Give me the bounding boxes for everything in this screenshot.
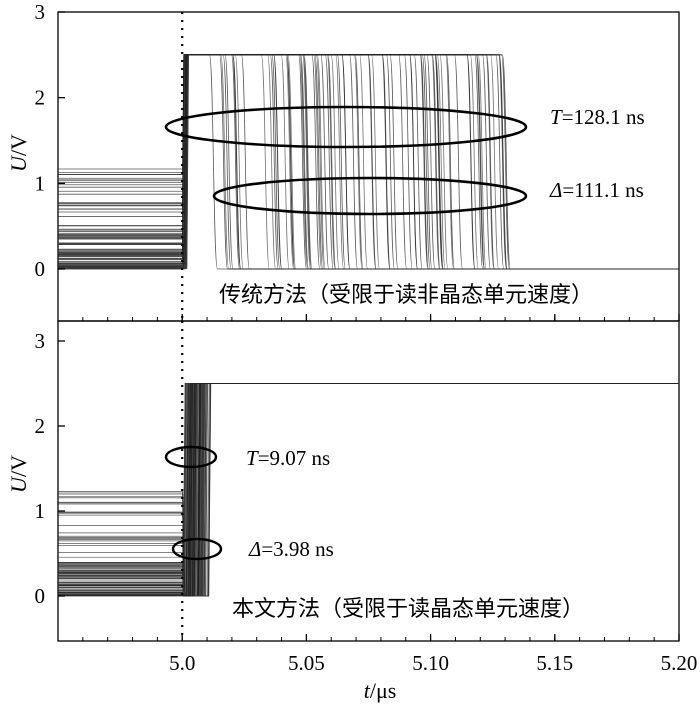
top-annotation-T: T=128.1 ns — [164, 105, 645, 149]
y-tick-label: 0 — [35, 584, 46, 608]
waveform-trace — [58, 54, 679, 270]
y-tick-label: 3 — [35, 0, 46, 24]
bottom-waveform-traces — [58, 383, 679, 597]
top-panel: 0 1 2 3 T=128.1 ns Δ=111.1 ns 传统方法（受限于读非晶态单… — [6, 0, 680, 322]
bottom-annotation-delta: Δ=3.98 ns — [171, 537, 334, 561]
bottom-panel: 0 1 2 3 5.0 5.05 5.10 5.15 5.20 T=9.07 ns Δ=3.98… — [6, 320, 698, 703]
x-axis-title: t/μs — [364, 678, 397, 703]
waveform-trace — [58, 383, 679, 597]
top-annot-T-label: T=128.1 ns — [550, 105, 645, 129]
bottom-ylabel-unit: /V — [6, 455, 31, 477]
bottom-axis-ticks: 0 1 2 3 5.0 5.05 5.10 5.15 5.20 — [35, 329, 698, 675]
top-annot-delta-label: Δ=111.1 ns — [549, 178, 644, 202]
bottom-annot-T-label: T=9.07 ns — [246, 446, 330, 470]
bottom-ylabel-symbol: U — [6, 475, 31, 493]
top-ellipse-T — [164, 105, 528, 149]
waveform-trace — [58, 54, 679, 270]
bottom-ellipse-delta — [171, 537, 223, 561]
top-annot-delta-value: =111.1 ns — [562, 178, 643, 202]
top-annot-T-value: =128.1 ns — [562, 105, 645, 129]
bottom-ylabel: U/V — [6, 455, 31, 493]
waveform-trace — [58, 54, 679, 270]
top-ellipse-delta — [212, 176, 528, 216]
bottom-caption: 本文方法（受限于读晶态单元速度） — [232, 596, 584, 621]
waveform-trace — [58, 54, 679, 270]
x-tick-label: 5.20 — [661, 651, 698, 675]
bottom-annot-T-value: =9.07 ns — [258, 446, 331, 470]
top-ylabel-unit: /V — [6, 134, 31, 156]
x-axis-title-unit: /μs — [370, 678, 396, 703]
bottom-annotation-T: T=9.07 ns — [164, 445, 330, 470]
waveform-trace — [58, 54, 679, 270]
x-tick-label: 5.05 — [288, 651, 325, 675]
top-annotation-delta: Δ=111.1 ns — [212, 176, 644, 216]
y-tick-label: 3 — [35, 329, 46, 353]
bottom-annot-delta-value: =3.98 ns — [261, 537, 334, 561]
top-caption: 传统方法（受限于读非晶态单元速度） — [219, 282, 593, 307]
waveform-trace — [58, 383, 679, 597]
top-axis-ticks: 0 1 2 3 — [35, 0, 680, 321]
top-ylabel-symbol: U — [6, 154, 31, 172]
top-waveform-traces — [58, 54, 679, 270]
bottom-annot-delta-symbol: Δ — [248, 537, 261, 561]
bottom-ellipse-T — [164, 445, 218, 469]
y-tick-label: 2 — [35, 86, 46, 110]
x-tick-label: 5.10 — [412, 651, 449, 675]
bottom-annot-T-symbol: T — [246, 446, 259, 470]
y-tick-label: 2 — [35, 414, 46, 438]
bottom-annot-delta-label: Δ=3.98 ns — [248, 537, 334, 561]
bottom-plot-frame — [57, 320, 680, 642]
y-tick-label: 1 — [35, 171, 46, 195]
top-annot-T-symbol: T — [550, 105, 563, 129]
x-axis-title-symbol: t — [364, 678, 371, 703]
top-ylabel: U/V — [6, 134, 31, 172]
x-tick-label: 5.15 — [536, 651, 573, 675]
y-tick-label: 0 — [35, 257, 46, 281]
top-annot-delta-symbol: Δ — [549, 178, 562, 202]
waveform-trace — [58, 54, 679, 270]
y-tick-label: 1 — [35, 499, 46, 523]
x-tick-label: 5.0 — [169, 651, 195, 675]
